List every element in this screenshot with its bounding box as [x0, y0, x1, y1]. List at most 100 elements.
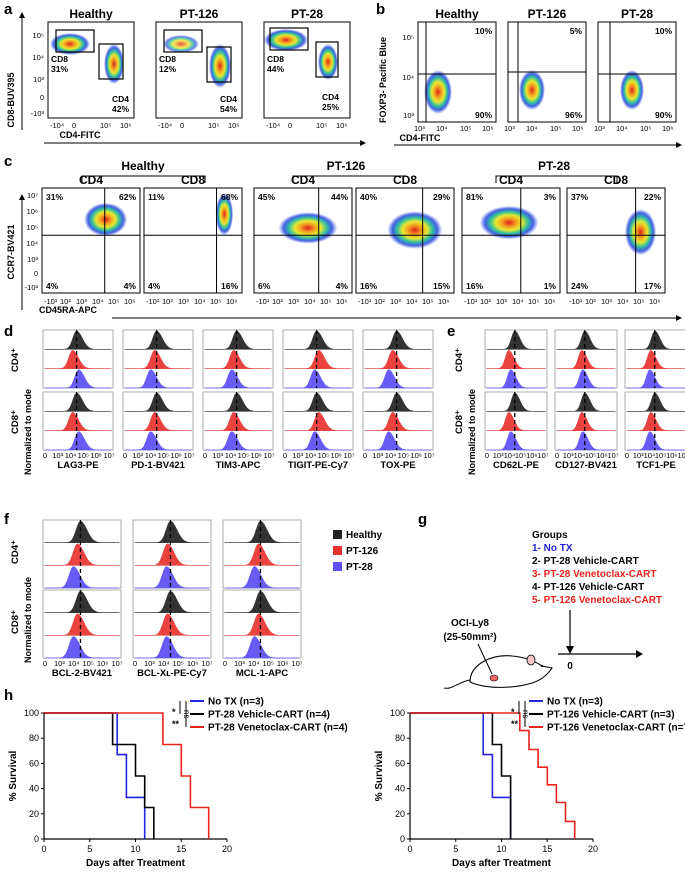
subset-title: CD4 — [291, 173, 315, 187]
x-tick: 0 — [288, 121, 292, 130]
histogram-pt126 — [44, 543, 120, 566]
mouse-eye — [540, 664, 544, 668]
x-tick: 10⁵ — [210, 297, 221, 306]
panel-b-xticks: 10³ 10⁴ 10⁵ 10⁶ 10³ 10⁴ 10⁵ 10⁶ 10³ 10⁴ … — [414, 124, 673, 133]
histogram-pt28 — [487, 369, 545, 389]
y-tick-label: 20 — [395, 809, 405, 819]
y-axis-label: % Survival — [8, 750, 19, 801]
tumor-pointer — [477, 643, 493, 675]
histogram-pt126 — [284, 350, 352, 369]
x-tick: 10⁷ — [343, 451, 354, 460]
panel-label-g: g — [418, 511, 427, 528]
quadrant-ll-pct: 24% — [571, 281, 588, 291]
histogram-pt126 — [364, 412, 432, 431]
quadrant-ll-pct: 6% — [258, 281, 271, 291]
survival-curve-0 — [44, 712, 146, 839]
x-tick: 10⁴ — [305, 451, 317, 460]
x-tick: 10⁵ — [422, 297, 433, 306]
y-tick: 10⁵ — [27, 223, 38, 232]
panel-label-h: h — [4, 687, 13, 704]
panel-label-b: b — [376, 1, 385, 18]
panel-d-ylabel: Normalized to mode — [23, 389, 33, 475]
x-tick: 10⁶ — [277, 659, 288, 668]
x-tick: 10⁶ — [410, 451, 421, 460]
panel-d-row-label-cd8: CD8⁺ — [10, 410, 21, 434]
histogram-pt28 — [45, 636, 119, 659]
x-tick: 10⁴ — [92, 297, 104, 306]
x-tick: 10⁶ — [482, 124, 493, 133]
cell-population — [620, 70, 644, 110]
lower-pct: 90% — [475, 110, 492, 120]
panel-c-x-arrowhead — [676, 315, 682, 321]
panel-c-plot-pt-126-cd8: CD8 40% 29% 16% 15% — [355, 173, 455, 294]
x-tick: 10⁴ — [436, 124, 448, 133]
y-tick: 10⁵ — [403, 33, 414, 42]
x-tick: 10⁶ — [526, 451, 537, 460]
x-tick: -10⁴ — [158, 121, 172, 130]
histogram-bcl-x-pe-cy7-cd4 — [132, 519, 212, 589]
panel-label-a: a — [4, 1, 13, 18]
x-tick: 10³ — [563, 451, 574, 460]
x-tick: 10⁷ — [111, 659, 122, 668]
subset-title: CD4 — [499, 173, 523, 187]
y-tick: 10⁵ — [33, 31, 44, 40]
x-tick: 10³ — [390, 297, 401, 306]
histogram-pt28 — [365, 431, 431, 451]
cd4-gate — [98, 43, 124, 80]
x-tick-label: 0 — [41, 844, 46, 854]
survival-curve-2 — [44, 712, 210, 839]
panel-d-row-label-cd4: CD4⁺ — [10, 348, 21, 372]
panel-a-plot-pt28: PT-28 CD8 44% CD4 25% — [263, 7, 351, 119]
panel-c-plot-pt-126-cd4: CD4 45% 44% 6% 4% — [253, 173, 353, 294]
y-tick: -10³ — [25, 283, 39, 292]
x-tick: 10⁴ — [526, 124, 538, 133]
histogram-bcl-2-bv421-cd4 — [42, 519, 122, 589]
histogram-mcl-1-apc-cd4 — [222, 519, 302, 589]
plot-title: PT-126 — [180, 7, 219, 21]
cd4-gate-label: CD4 — [112, 94, 129, 104]
x-tick: 10³ — [54, 659, 65, 668]
cd8-gate — [55, 29, 95, 53]
histogram-pt126 — [556, 350, 616, 369]
marker-label: TCF1-PE — [636, 460, 676, 471]
panel-a-plot-pt126: PT-126 CD8 12% CD4 54% — [155, 7, 243, 119]
x-tick: 10⁶ — [336, 297, 347, 306]
panel-b-x-arrowhead — [676, 142, 682, 148]
x-tick: 10³ — [601, 297, 612, 306]
histogram-pt126 — [124, 412, 192, 431]
x-tick: 0 — [363, 451, 367, 460]
x-tick: 10⁵ — [316, 121, 327, 130]
cd8-population — [264, 29, 308, 51]
x-tick: 10⁵ — [108, 297, 119, 306]
x-tick: 10⁵ — [550, 124, 561, 133]
y-tick-label: 20 — [29, 809, 39, 819]
x-tick: 10⁶ — [250, 451, 261, 460]
legend-swatch-pt28 — [333, 562, 342, 571]
y-tick-label: 40 — [29, 784, 39, 794]
panel-b: FOXP3- Pacific Blue CD4-FITC Healthy 10%… — [378, 7, 682, 148]
panel-h-survival-left: 0 20 40 60 80 100 0 5 10 15 20 Days after Treatment… — [8, 697, 348, 870]
histogram-tim3-apc-cd8 — [202, 391, 274, 451]
x-tick: 10⁴ — [158, 659, 170, 668]
x-tick: 10⁶ — [662, 124, 673, 133]
quadrant-ll-pct: 16% — [360, 281, 377, 291]
significance-star: * — [172, 707, 176, 717]
x-tick: 10⁶ — [649, 297, 660, 306]
histogram-pt28 — [45, 369, 111, 389]
histogram-pt28 — [205, 369, 271, 389]
histogram-pt126 — [486, 412, 546, 431]
x-tick: 10⁴ — [194, 297, 206, 306]
histogram-pt28 — [627, 431, 685, 451]
cd8-gate-label: CD8 — [51, 54, 68, 64]
treatment-arrowhead — [566, 646, 574, 654]
histogram-healthy — [204, 392, 272, 412]
timepoint-label: 0 — [567, 661, 573, 672]
survival-curve-0 — [410, 712, 512, 839]
panel-e-ylabel: Normalized to mode — [467, 389, 477, 475]
x-tick: 10⁵ — [320, 297, 331, 306]
histogram-healthy — [224, 520, 300, 543]
mouse-tail — [443, 679, 471, 689]
histogram-tox-pe-cd8 — [362, 391, 434, 451]
y-tick: 10³ — [33, 75, 44, 84]
x-tick: 10⁶ — [124, 297, 135, 306]
